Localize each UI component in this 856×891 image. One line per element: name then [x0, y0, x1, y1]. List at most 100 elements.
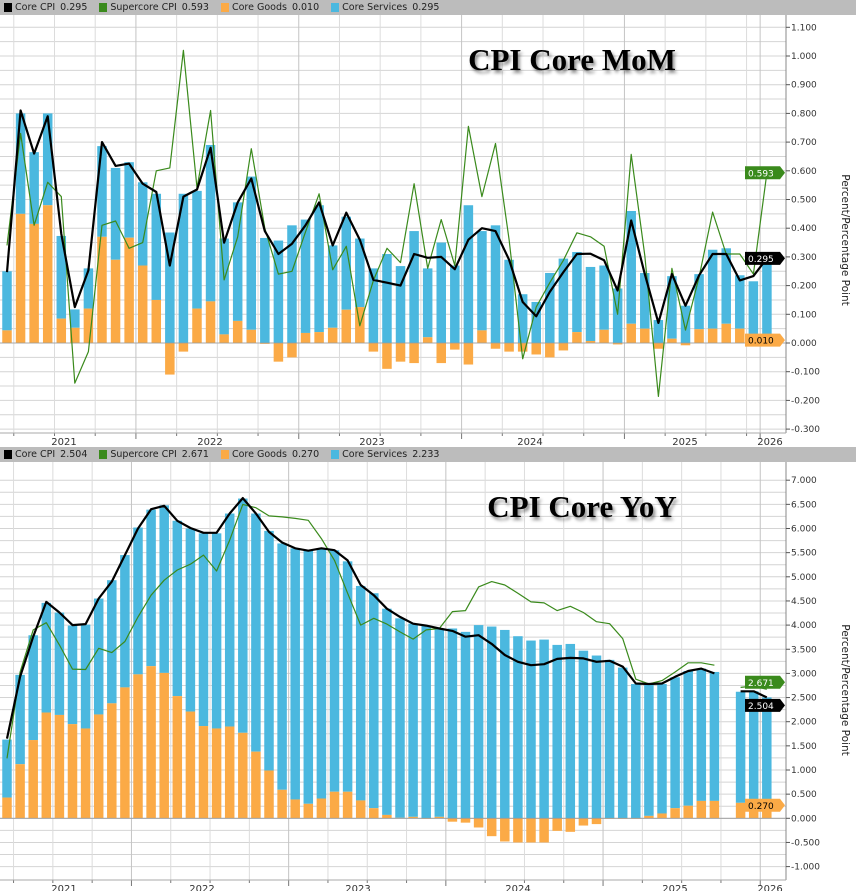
- core-goods-bar: [251, 751, 261, 819]
- core-goods-bar: [316, 798, 327, 819]
- core-services-bar: [631, 684, 641, 819]
- core-services-bar: [735, 691, 746, 803]
- yoy-legend: Core CPI 2.504 Supercore CPI 2.671 Core Go…: [0, 447, 856, 462]
- legend-value: 0.295: [412, 2, 440, 13]
- core-services-bar: [287, 225, 297, 343]
- core-goods-bar: [41, 712, 52, 819]
- core-goods-bar: [395, 343, 406, 362]
- core-cpi-value-tag: 0.295: [748, 255, 774, 265]
- core-goods-bar: [612, 343, 623, 345]
- x-tick-label-year: 2022: [189, 884, 214, 891]
- core-services-bar: [473, 625, 484, 819]
- core-services-bar: [552, 644, 562, 819]
- core-services-bar: [54, 612, 65, 715]
- core-goods-bar: [657, 813, 667, 819]
- core-services-bar: [707, 249, 718, 329]
- legend-value: 2.233: [412, 449, 440, 460]
- core-goods-bar: [260, 343, 270, 344]
- legend-value: 0.295: [60, 2, 88, 13]
- core-services-bar: [748, 281, 759, 341]
- y-tick-label: 5.000: [791, 573, 817, 583]
- legend-label: Core Goods: [231, 2, 287, 13]
- core-goods-bar: [653, 343, 664, 349]
- core-services-bar: [585, 266, 596, 341]
- supercore-value-tag: 2.671: [748, 679, 774, 689]
- core-goods-bar: [709, 800, 720, 819]
- y-tick-label: -1.000: [791, 863, 820, 873]
- core-goods-bar: [287, 343, 297, 358]
- core-goods-bar: [450, 343, 460, 350]
- core-goods-bar: [205, 301, 216, 343]
- core-services-bar: [486, 626, 497, 819]
- core-goods-bar: [165, 343, 175, 375]
- core-services-bar: [735, 275, 745, 329]
- supercore-value-tag-bg: [745, 166, 785, 180]
- legend-core-services: Core Services 0.295: [331, 2, 439, 13]
- y-axis-label: Percent/Percentage Point: [839, 624, 851, 756]
- legend-label: Supercore CPI: [110, 2, 177, 13]
- core-services-bar: [260, 237, 270, 343]
- core-services-bar: [355, 238, 365, 308]
- core-services-bar: [219, 238, 229, 335]
- core-services-bar: [316, 548, 327, 799]
- core-services-bar: [531, 301, 541, 343]
- core-services-bar: [572, 252, 582, 333]
- core-goods-bar: [232, 320, 243, 343]
- y-tick-label: 4.000: [791, 621, 817, 631]
- core-services-bar: [70, 309, 80, 328]
- core-goods-bar: [273, 343, 284, 362]
- core-goods-bar: [42, 205, 53, 343]
- mom-legend: Core CPI 0.295 Supercore CPI 0.593 Core Go…: [0, 0, 856, 15]
- core-goods-bar: [463, 343, 474, 365]
- y-tick-label: 5.500: [791, 549, 817, 559]
- core-goods-bar: [599, 329, 609, 343]
- core-goods-swatch: [220, 3, 229, 12]
- core-services-bar: [504, 259, 514, 343]
- core-goods-bar: [696, 800, 707, 819]
- core-services-bar: [329, 550, 340, 792]
- core-services-bar: [238, 498, 248, 733]
- legend-core-goods: Core Goods 0.270: [220, 449, 319, 460]
- y-tick-label: 1.100: [791, 23, 817, 33]
- legend-label: Core CPI: [15, 2, 56, 13]
- core-services-bar: [683, 670, 693, 806]
- core-goods-bar: [422, 337, 433, 343]
- core-services-bar: [617, 667, 628, 819]
- core-services-bar: [232, 202, 243, 321]
- core-services-bar: [565, 643, 576, 819]
- core-goods-bar: [500, 818, 510, 842]
- core-goods-bar: [224, 726, 235, 819]
- y-tick-label: 0.600: [791, 167, 817, 177]
- legend-core-cpi: Core CPI 2.504: [4, 449, 87, 460]
- y-tick-label: 0.800: [791, 109, 817, 119]
- core-goods-bar: [146, 666, 156, 819]
- core-goods-value-tag: 0.010: [748, 337, 774, 347]
- yoy-chart: 7.000 6.500 6.000 5.500 5.000 4.500 4.000 3.500…: [0, 462, 851, 891]
- core-services-bar: [490, 225, 501, 343]
- core-cpi-line: [5, 109, 768, 324]
- core-services-bar: [355, 585, 366, 801]
- core-services-bar: [696, 668, 707, 801]
- core-goods-value-tag-bg: [745, 333, 785, 347]
- y-tick-label: 7.000: [791, 476, 817, 486]
- y-tick-label: 1.000: [791, 766, 817, 776]
- y-tick-label: 0.700: [791, 138, 817, 148]
- core-goods-bar: [238, 732, 248, 819]
- y-tick-label: 3.000: [791, 669, 817, 679]
- core-services-bar: [165, 232, 175, 343]
- y-tick-label: 0.200: [791, 282, 817, 292]
- y-tick-label: 0.000: [791, 339, 817, 349]
- core-goods-bar: [110, 259, 121, 343]
- x-tick-label-year: 2021: [51, 437, 76, 447]
- core-goods-bar: [192, 308, 202, 343]
- core-services-bar: [447, 628, 458, 819]
- y-tick-label: 1.000: [791, 52, 817, 62]
- core-services-bar: [205, 144, 216, 302]
- core-goods-bar: [552, 818, 562, 831]
- core-services-bar: [526, 640, 536, 819]
- core-services-bar: [264, 530, 274, 771]
- core-goods-bar: [735, 802, 746, 819]
- core-services-bar: [251, 513, 261, 752]
- core-goods-bar: [15, 213, 26, 343]
- core-goods-bar: [219, 334, 229, 343]
